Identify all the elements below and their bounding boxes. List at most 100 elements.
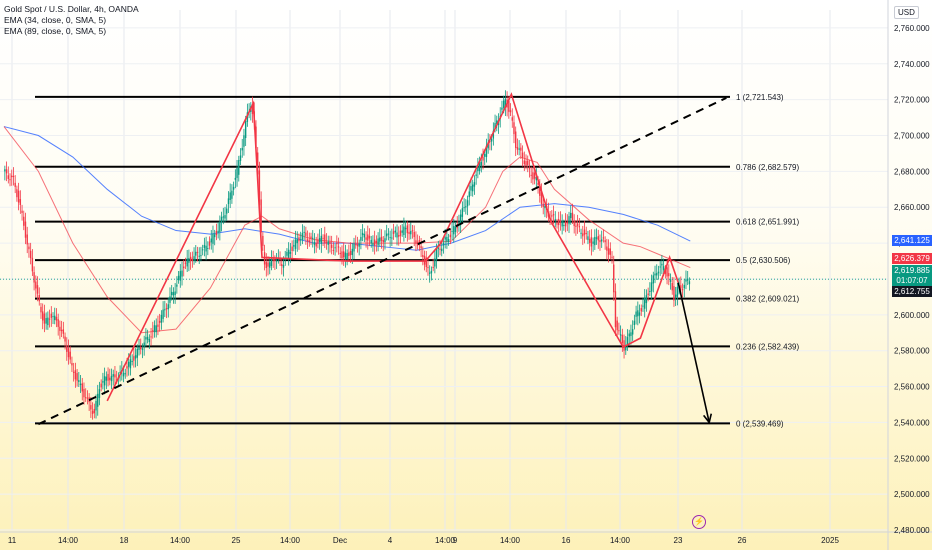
candle-body — [57, 319, 59, 327]
candle-body — [520, 147, 522, 151]
candle-body — [325, 241, 328, 244]
candle-body — [343, 251, 345, 258]
candle-body — [513, 122, 515, 135]
candle-body — [496, 120, 498, 125]
candle-body — [509, 110, 512, 113]
candle-body — [379, 237, 381, 242]
price-tick-label: 2,660.000 — [894, 203, 930, 212]
candle-body — [544, 205, 546, 209]
candle-body — [587, 236, 589, 240]
candle-body — [674, 294, 677, 298]
candle-body — [52, 316, 54, 318]
candle-body — [270, 258, 273, 266]
dashed-trendline — [37, 96, 727, 426]
currency-label[interactable]: USD — [894, 6, 919, 19]
candle-body — [559, 220, 562, 222]
candle-body — [485, 145, 488, 158]
candle-body — [392, 231, 395, 234]
candle-body — [404, 227, 407, 230]
candle-body — [556, 223, 558, 225]
candle-body — [227, 198, 230, 205]
candle-body — [50, 313, 52, 318]
candle-body — [236, 168, 238, 178]
candle-body — [208, 241, 211, 246]
candle-body — [477, 164, 479, 172]
candle-body — [59, 326, 61, 331]
candle-body — [472, 184, 474, 192]
time-tick-label: 2025 — [821, 536, 839, 545]
candle-body — [439, 248, 441, 250]
ema34-line — [3, 126, 691, 334]
ema34-legend[interactable]: EMA (34, close, 0, SMA, 5) — [4, 15, 107, 25]
candle-body — [681, 289, 684, 291]
candle-body — [140, 347, 142, 350]
candle-body — [97, 393, 99, 407]
candle-body — [351, 248, 353, 256]
candle-body — [76, 373, 78, 381]
candle-body — [604, 240, 606, 243]
candle-body — [265, 262, 267, 269]
candle-body — [164, 309, 166, 311]
candle-body — [5, 169, 8, 174]
candle-body — [195, 251, 197, 256]
candle-body — [411, 230, 414, 232]
candle-body — [179, 271, 181, 281]
candle-body — [446, 236, 448, 242]
candle-body — [177, 275, 180, 281]
candle-body — [561, 220, 563, 227]
candle-body — [72, 371, 75, 373]
candle-body — [217, 230, 219, 233]
candle-body — [229, 192, 231, 201]
candle-body — [198, 255, 200, 257]
candle-body — [275, 260, 278, 262]
candle-body — [618, 330, 620, 332]
candle-body — [11, 175, 13, 178]
candle-body — [657, 271, 660, 274]
candle-body — [260, 199, 262, 233]
candle-body — [551, 215, 553, 217]
candle-body — [533, 172, 536, 179]
candle-body — [375, 240, 378, 244]
projection-arrow-line — [677, 282, 710, 423]
candle-body — [47, 317, 49, 326]
candle-body — [4, 169, 6, 172]
candle-body — [649, 290, 651, 292]
candle-body — [152, 330, 154, 332]
candle-body — [410, 231, 412, 235]
time-tick-label: 16 — [562, 536, 571, 545]
candle-body — [220, 216, 223, 223]
candle-body — [294, 239, 297, 249]
candle-body — [601, 239, 603, 242]
candle-body — [226, 208, 228, 214]
candle-body — [408, 231, 410, 235]
chart-title[interactable]: Gold Spot / U.S. Dollar, 4h, OANDA — [4, 4, 139, 14]
candle-body — [558, 219, 560, 226]
candle-body — [141, 348, 144, 350]
candle-body — [662, 266, 665, 270]
candle-body — [257, 152, 259, 175]
candle-body — [286, 251, 288, 256]
candle-body — [124, 373, 126, 375]
lightning-icon[interactable]: ⚡ — [692, 515, 706, 529]
candle-body — [176, 284, 178, 287]
candle-body — [521, 152, 524, 158]
candle-body — [432, 266, 434, 268]
candle-body — [128, 361, 130, 367]
price-tick-label: 2,580.000 — [894, 347, 930, 356]
candle-body — [568, 216, 570, 225]
ema89-legend[interactable]: EMA (89, close, 0, SMA, 5) — [4, 26, 107, 36]
candle-body — [165, 307, 168, 310]
candle-body — [466, 200, 469, 207]
fib-level-label: 0.786 (2,682.579) — [736, 163, 799, 172]
candle-body — [267, 262, 269, 267]
candle-body — [146, 336, 149, 340]
candle-body — [293, 245, 295, 247]
candle-body — [468, 191, 470, 198]
candle-body — [650, 282, 653, 292]
candle-body — [489, 141, 491, 143]
candle-body — [78, 380, 80, 383]
candle-body — [85, 397, 87, 399]
candle-body — [349, 251, 352, 256]
